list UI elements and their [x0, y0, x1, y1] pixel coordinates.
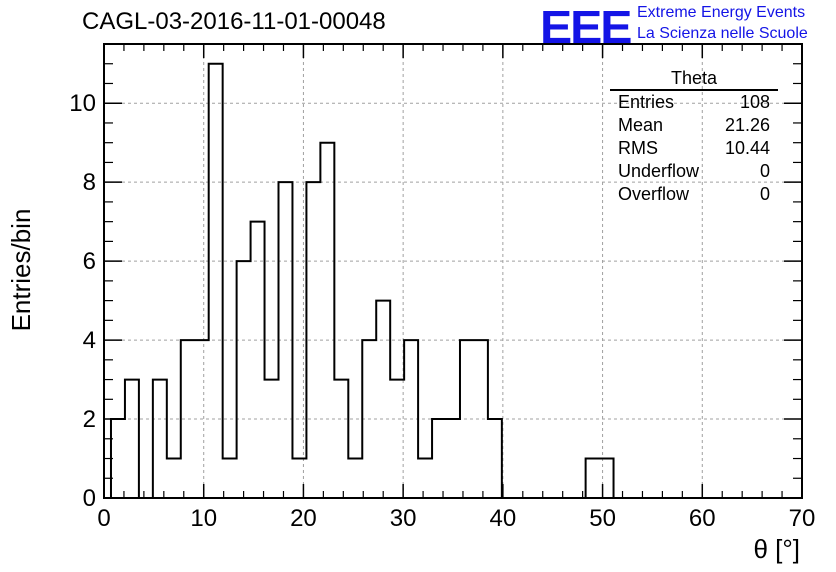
- histogram-bin: [125, 380, 139, 498]
- stats-value: 21.26: [724, 115, 770, 135]
- x-tick-label: 40: [490, 505, 517, 532]
- histogram-bin: [432, 419, 446, 498]
- stats-row-underflow: Underflow 0: [610, 160, 778, 183]
- stats-box: Theta Entries 108 Mean 21.26 RMS 10.44 U…: [610, 68, 778, 206]
- histogram-bin: [460, 340, 474, 498]
- histogram-bin: [223, 459, 237, 498]
- histogram-bin: [167, 459, 181, 498]
- histogram-bins: [111, 64, 614, 498]
- histogram-bin: [418, 459, 432, 498]
- stats-label: Overflow: [618, 184, 690, 204]
- histogram-bin: [348, 459, 362, 498]
- x-tick-label: 60: [689, 505, 716, 532]
- histogram-bin: [181, 340, 195, 498]
- x-axis-label: θ [°]: [753, 534, 800, 564]
- histogram-bin: [209, 64, 223, 498]
- y-tick-label: 8: [83, 169, 96, 196]
- histogram-bin: [265, 380, 279, 498]
- stats-label: Underflow: [618, 161, 700, 181]
- histogram-bin: [153, 380, 167, 498]
- histogram-bin: [237, 261, 251, 498]
- y-tick-label: 4: [83, 327, 96, 354]
- stats-row-mean: Mean 21.26: [610, 114, 778, 137]
- stats-title: Theta: [610, 68, 778, 91]
- histogram-bin: [320, 143, 334, 498]
- chart-title: CAGL-03-2016-11-01-00048: [82, 8, 386, 35]
- logo-caption-line2: La Scienza nelle Scuole: [637, 25, 808, 42]
- stats-row-rms: RMS 10.44: [610, 137, 778, 160]
- histogram-bin: [600, 459, 614, 498]
- histogram-bin: [404, 340, 418, 498]
- stats-value: 0: [759, 184, 770, 204]
- histogram-bin: [251, 222, 265, 498]
- histogram-series: [109, 62, 615, 499]
- stats-value: 108: [739, 92, 770, 112]
- histogram-bin: [279, 182, 293, 498]
- stats-row-entries: Entries 108: [610, 91, 778, 114]
- stats-row-overflow: Overflow 0: [610, 183, 778, 206]
- histogram-bin: [334, 380, 348, 498]
- x-tick-label: 70: [789, 505, 816, 532]
- x-tick-label: 30: [390, 505, 417, 532]
- stats-value: 10.44: [724, 138, 770, 158]
- stats-value: 0: [759, 161, 770, 181]
- histogram-bin: [488, 419, 502, 498]
- y-tick-label: 2: [83, 406, 96, 433]
- tick-labels: 0 10 20 30 40 50 60 70 0 2 4 6 8 10: [69, 90, 815, 532]
- histogram-bin: [111, 419, 125, 498]
- y-tick-label: 10: [69, 90, 96, 117]
- histogram-bin: [446, 419, 460, 498]
- logo-caption-line1: Extreme Energy Events: [637, 4, 806, 21]
- histogram-bin: [306, 182, 320, 498]
- logo-caption: Extreme Energy Events La Scienza nelle S…: [637, 2, 808, 44]
- eee-logo: EEE: [540, 1, 632, 53]
- plot-frame: [103, 43, 803, 499]
- histogram-bin: [376, 301, 390, 498]
- histogram-bin: [390, 380, 404, 498]
- histogram-bin: [586, 459, 600, 498]
- y-tick-label: 0: [83, 485, 96, 512]
- x-tick-label: 20: [290, 505, 317, 532]
- y-axis-label: Entries/bin: [6, 208, 36, 332]
- y-tick-label: 6: [83, 248, 96, 275]
- histogram-bin: [292, 459, 306, 498]
- stats-label: Mean: [618, 115, 664, 135]
- x-tick-label: 10: [190, 505, 217, 532]
- x-tick-label: 50: [589, 505, 616, 532]
- histogram-bin: [362, 340, 376, 498]
- x-tick-label: 0: [97, 505, 110, 532]
- axis-ticks: [103, 43, 803, 499]
- stats-label: Entries: [618, 92, 675, 112]
- histogram-bin: [474, 340, 488, 498]
- histogram-bin: [195, 340, 209, 498]
- stats-label: RMS: [618, 138, 658, 158]
